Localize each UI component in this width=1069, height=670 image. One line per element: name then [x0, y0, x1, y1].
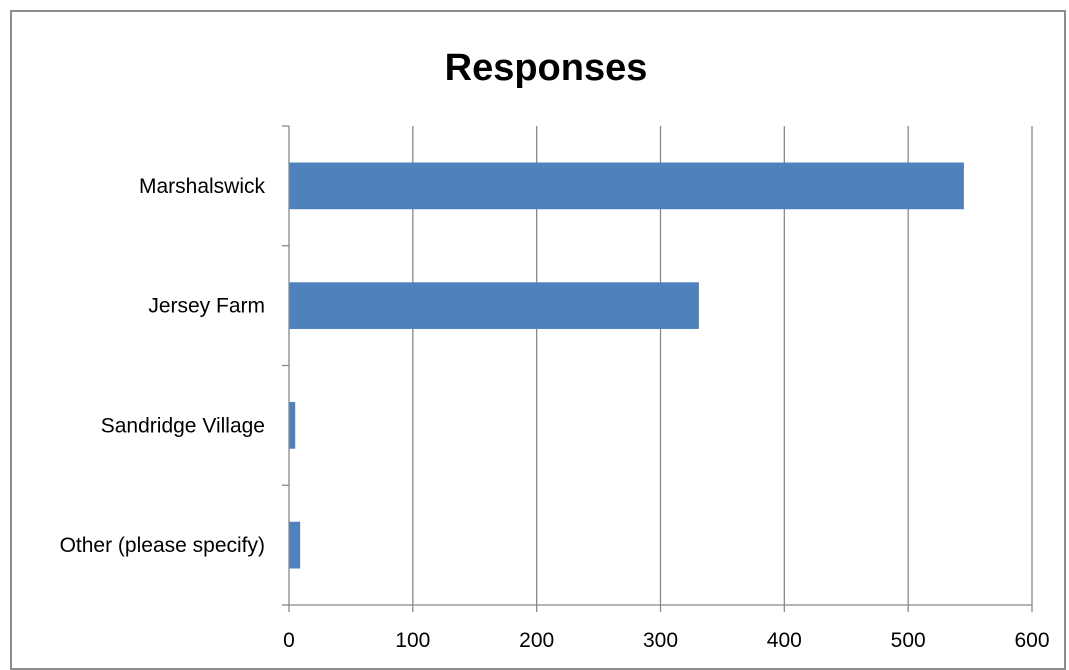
category-label-2: Sandridge Village — [101, 414, 265, 437]
x-tick-label-600: 600 — [1014, 629, 1049, 652]
x-tick-labels: 0 100 200 300 400 500 600 — [283, 629, 1049, 652]
x-tick-label-0: 0 — [283, 629, 295, 652]
axes — [282, 125, 1033, 612]
category-label-1: Jersey Farm — [148, 295, 265, 318]
x-tick-label-500: 500 — [891, 629, 926, 652]
bars — [289, 162, 964, 569]
chart-title: Responses — [445, 47, 648, 89]
category-labels: Marshalswick Jersey Farm Sandridge Village… — [60, 175, 266, 557]
x-tick-label-400: 400 — [767, 629, 802, 652]
bar-3 — [289, 521, 301, 569]
x-tick-label-300: 300 — [643, 629, 678, 652]
bar-0 — [289, 162, 964, 210]
bar-1 — [289, 282, 699, 329]
category-label-3: Other (please specify) — [60, 534, 265, 557]
chart-frame — [10, 10, 1066, 670]
category-label-0: Marshalswick — [139, 175, 266, 198]
x-tick-label-200: 200 — [519, 629, 554, 652]
x-tick-label-100: 100 — [395, 629, 430, 652]
bar-2 — [289, 402, 296, 449]
